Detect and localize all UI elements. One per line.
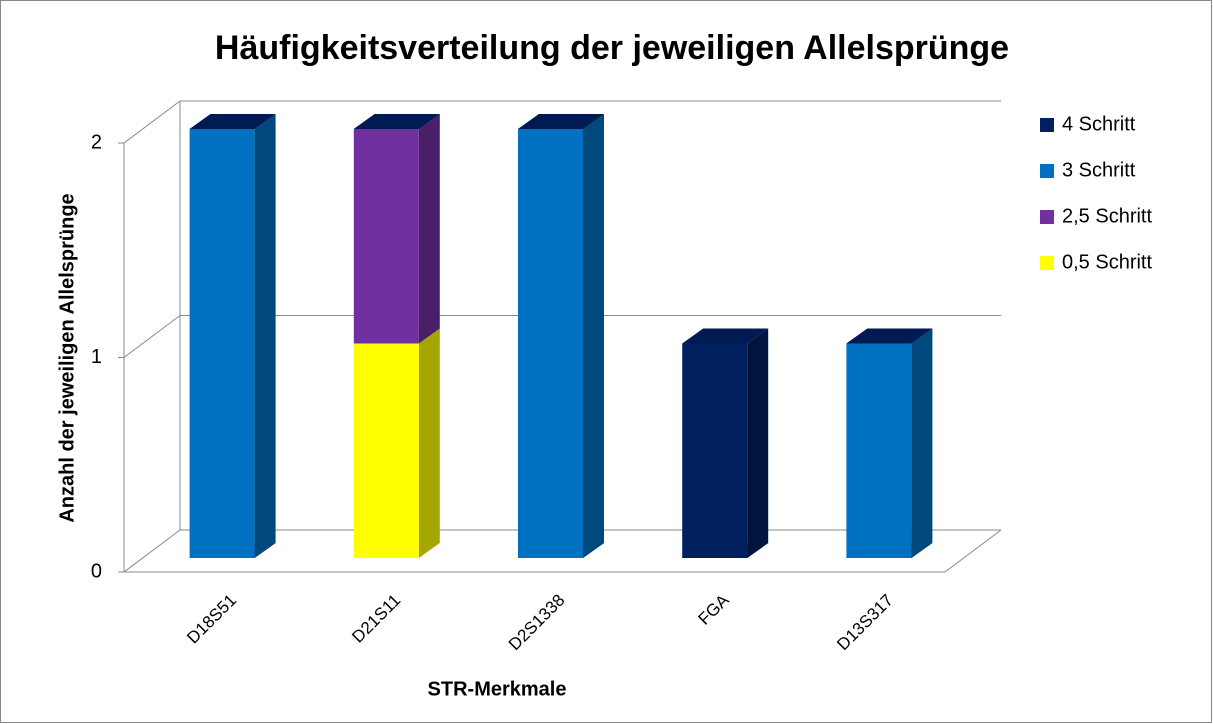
y-tick-label: 2 (91, 131, 102, 153)
bar-side (418, 114, 440, 344)
bar-side (911, 328, 933, 558)
grid-line (123, 315, 181, 358)
bar-top (682, 328, 769, 344)
legend-label: 3 Schritt (1062, 159, 1136, 181)
bar (682, 343, 748, 558)
bar-side (254, 114, 276, 558)
y-axis-title: Anzahl der jeweiligen Allelsprünge (56, 193, 78, 522)
legend-label: 0,5 Schritt (1062, 251, 1152, 273)
legend-swatch (1040, 118, 1054, 132)
bar-side (747, 328, 769, 558)
bar (189, 129, 255, 558)
legend-label: 4 Schritt (1062, 113, 1136, 135)
chart-title: Häufigkeitsverteilung der jeweiligen All… (215, 29, 1009, 67)
bar (846, 343, 912, 558)
y-tick-label: 0 (91, 560, 102, 582)
legend-label: 2,5 Schritt (1062, 205, 1152, 227)
bar-top (518, 114, 604, 129)
grid-line (123, 529, 181, 573)
x-axis-title: STR-Merkmale (428, 678, 567, 700)
legend-swatch (1040, 164, 1054, 178)
grid-line (123, 100, 181, 144)
legend-swatch (1040, 210, 1054, 224)
bar (518, 129, 583, 558)
bar (353, 129, 419, 344)
floor-right (944, 529, 1002, 573)
y-tick-label: 1 (91, 346, 102, 368)
bar-top (353, 114, 440, 129)
bar (353, 343, 419, 558)
bar-top (189, 114, 276, 129)
bar-side (418, 328, 440, 558)
bar-top (846, 328, 933, 344)
bar-side (583, 114, 604, 558)
legend-swatch (1040, 256, 1054, 270)
